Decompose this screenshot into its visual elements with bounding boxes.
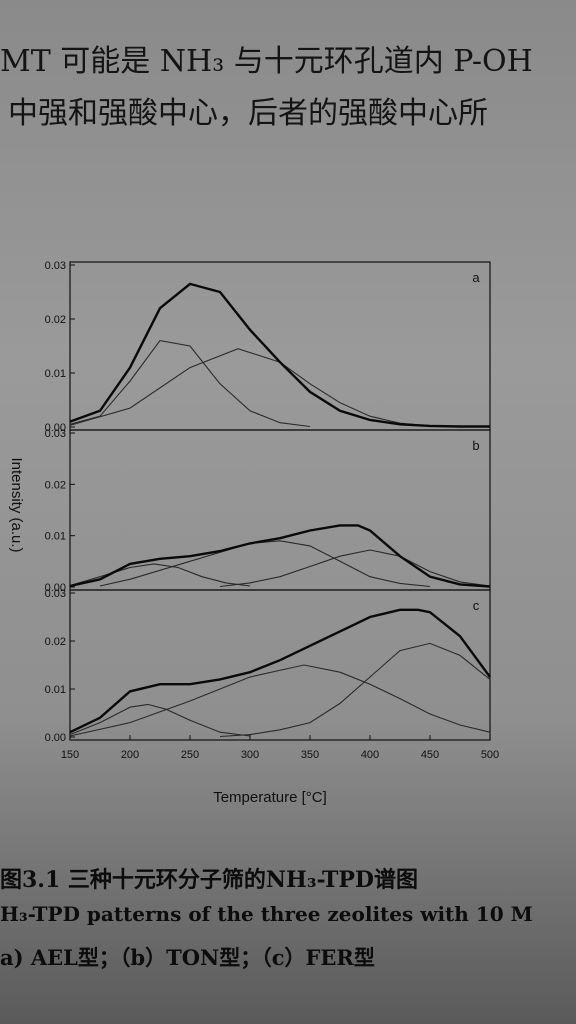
peak-curve-b-2 bbox=[99, 540, 431, 588]
x-tick-label-5: 400 bbox=[361, 749, 379, 761]
y-tick-label-a-3: 0.03 bbox=[45, 260, 66, 272]
x-axis-title: Temperature [°C] bbox=[213, 789, 327, 806]
y-tick-label-c-3: 0.03 bbox=[45, 588, 66, 600]
panel-frame-c bbox=[69, 589, 491, 741]
panel-label-a: a bbox=[472, 270, 480, 285]
y-tick-label-c-0: 0.00 bbox=[45, 732, 66, 744]
peak-curve-c-2 bbox=[69, 664, 491, 737]
y-axis-title: Intensity (a.u.) bbox=[8, 457, 25, 552]
figure-caption-english: H₃-TPD patterns of the three zeolites wi… bbox=[0, 902, 533, 926]
y-tick-label-b-0: 0.00 bbox=[45, 582, 66, 594]
peak-curve-c-3 bbox=[219, 642, 491, 738]
panel-label-b: b bbox=[472, 438, 479, 453]
figure-caption-subpanels: a) AEL型；（b）TON型；（c）FER型 bbox=[0, 945, 375, 970]
y-tick-label-b-2: 0.02 bbox=[45, 479, 66, 491]
y-tick-label-a-0: 0.00 bbox=[45, 422, 66, 434]
y-tick-label-a-1: 0.01 bbox=[45, 368, 66, 380]
total-curve-c bbox=[69, 608, 491, 734]
x-tick-label-6: 450 bbox=[421, 749, 439, 761]
peak-curve-a-1 bbox=[69, 339, 311, 428]
peak-curve-c-1 bbox=[69, 703, 251, 737]
x-tick-label-7: 500 bbox=[481, 749, 499, 761]
x-tick-label-3: 300 bbox=[241, 749, 259, 761]
x-tick-label-1: 200 bbox=[121, 749, 139, 761]
peak-curve-a-2 bbox=[69, 348, 431, 427]
x-tick-label-4: 350 bbox=[301, 749, 319, 761]
panel-frame-b bbox=[69, 429, 491, 591]
tpd-chart: 0.000.010.020.03a0.000.010.020.03b0.000.… bbox=[8, 260, 499, 806]
x-tick-label-2: 250 bbox=[181, 749, 199, 761]
y-tick-label-a-2: 0.02 bbox=[45, 314, 66, 326]
body-text-line-2: 中强和强酸中心，后者的强酸中心所 bbox=[8, 96, 488, 131]
y-tick-label-c-1: 0.01 bbox=[45, 684, 66, 696]
y-tick-label-b-3: 0.03 bbox=[45, 428, 66, 440]
peak-curve-b-3 bbox=[219, 549, 491, 588]
total-curve-b bbox=[69, 524, 491, 588]
panel-frame-a bbox=[69, 261, 491, 431]
body-text-line-1: MT 可能是 NH₃ 与十元环孔道内 P-OH bbox=[0, 44, 533, 79]
figure-caption-chinese: 图3.1 三种十元环分子筛的NH₃-TPD谱图 bbox=[0, 867, 418, 893]
peak-curve-b-1 bbox=[69, 563, 251, 587]
y-tick-label-b-1: 0.01 bbox=[45, 531, 66, 543]
panel-label-c: c bbox=[473, 598, 480, 613]
x-tick-label-0: 150 bbox=[61, 749, 79, 761]
total-curve-a bbox=[69, 282, 490, 428]
y-tick-label-c-2: 0.02 bbox=[45, 636, 66, 648]
